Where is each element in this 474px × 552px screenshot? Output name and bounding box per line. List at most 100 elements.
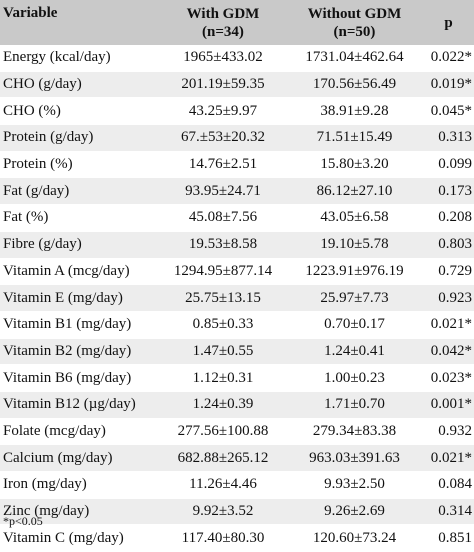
- cell-variable: Energy (kcal/day): [0, 45, 160, 72]
- header-without-gdm-n: (n=50): [333, 23, 376, 40]
- cell-p: 0.932: [423, 418, 474, 446]
- table-row: Protein (%) 14.76±2.51 15.80±3.20 0.099: [0, 151, 474, 179]
- cell-variable: Zinc (mg/day): [0, 498, 160, 526]
- cell-with-gdm: 682.88±265.12: [160, 444, 286, 472]
- cell-without-gdm: 43.05±6.58: [286, 204, 423, 232]
- cell-with-gdm: 19.53±8.58: [160, 231, 286, 259]
- cell-variable: Iron (mg/day): [0, 471, 160, 499]
- cell-without-gdm: 19.10±5.78: [286, 231, 423, 259]
- cell-without-gdm: 1731.04±462.64: [286, 45, 423, 72]
- cell-with-gdm: 1294.95±877.14: [160, 258, 286, 286]
- cell-without-gdm: 86.12±27.10: [286, 177, 423, 206]
- cell-p: 0.023*: [423, 364, 474, 392]
- cell-with-gdm: 277.56±100.88: [160, 418, 286, 446]
- cell-p: 0.084: [423, 471, 474, 499]
- cell-variable: Vitamin B6 (mg/day): [0, 364, 160, 392]
- table-row: Vitamin E (mg/day) 25.75±13.15 25.97±7.73 0…: [0, 284, 474, 312]
- cell-variable: CHO (%): [0, 97, 160, 126]
- cell-without-gdm: 1.00±0.23: [286, 364, 423, 392]
- cell-without-gdm: 25.97±7.73: [286, 284, 423, 312]
- table-row: Folate (mcg/day) 277.56±100.88 279.34±83.3…: [0, 418, 474, 446]
- cell-without-gdm: 963.03±391.63: [286, 444, 423, 472]
- table-row: Vitamin B12 (µg/day) 1.24±0.39 1.71±0.70 0.…: [0, 391, 474, 419]
- cell-p: 0.042*: [423, 338, 474, 366]
- cell-p: 0.729: [423, 258, 474, 286]
- cell-p: 0.803: [423, 231, 474, 259]
- cell-with-gdm: 67.±53±20.32: [160, 124, 286, 152]
- table-row: Fat (%) 45.08±7.56 43.05±6.58 0.208: [0, 204, 474, 232]
- header-without-gdm-label: Without GDM: [307, 5, 402, 22]
- cell-variable: Protein (g/day): [0, 124, 160, 152]
- cell-variable: Vitamin A (mcg/day): [0, 258, 160, 286]
- cell-without-gdm: 279.34±83.38: [286, 418, 423, 446]
- table-row: Vitamin C (mg/day) 117.40±80.30 120.60±73.…: [0, 524, 474, 552]
- cell-p: 0.923: [423, 284, 474, 312]
- cell-with-gdm: 1965±433.02: [160, 45, 286, 72]
- table-row: Calcium (mg/day) 682.88±265.12 963.03±391.…: [0, 444, 474, 472]
- cell-without-gdm: 1223.91±976.19: [286, 258, 423, 286]
- table-row: Energy (kcal/day) 1965±433.02 1731.04±462.…: [0, 45, 474, 72]
- cell-p: 0.001*: [423, 391, 474, 419]
- cell-with-gdm: 9.92±3.52: [160, 498, 286, 526]
- cell-with-gdm: 43.25±9.97: [160, 97, 286, 126]
- cell-without-gdm: 170.56±56.49: [286, 71, 423, 99]
- header-with-gdm: With GDM (n=34): [160, 0, 286, 45]
- cell-with-gdm: 45.08±7.56: [160, 204, 286, 232]
- cell-with-gdm: 1.24±0.39: [160, 391, 286, 419]
- cell-without-gdm: 9.93±2.50: [286, 471, 423, 499]
- cell-p: 0.314: [423, 498, 474, 526]
- cell-with-gdm: 201.19±59.35: [160, 71, 286, 99]
- cell-variable: Fat (%): [0, 204, 160, 232]
- header-without-gdm: Without GDM (n=50): [286, 0, 423, 45]
- cell-with-gdm: 1.12±0.31: [160, 364, 286, 392]
- table-row: CHO (g/day) 201.19±59.35 170.56±56.49 0.019…: [0, 71, 474, 99]
- cell-with-gdm: 117.40±80.30: [160, 524, 286, 552]
- cell-without-gdm: 1.24±0.41: [286, 338, 423, 366]
- cell-with-gdm: 93.95±24.71: [160, 177, 286, 206]
- table-row: Fibre (g/day) 19.53±8.58 19.10±5.78 0.803: [0, 231, 474, 259]
- cell-variable: Vitamin B2 (mg/day): [0, 338, 160, 366]
- table-row: CHO (%) 43.25±9.97 38.91±9.28 0.045*: [0, 97, 474, 126]
- cell-variable: Calcium (mg/day): [0, 444, 160, 472]
- table-header-row: Variable With GDM (n=34) Without GDM (n=…: [0, 0, 474, 45]
- cell-with-gdm: 0.85±0.33: [160, 311, 286, 339]
- header-with-gdm-label: With GDM: [186, 5, 260, 22]
- cell-without-gdm: 120.60±73.24: [286, 524, 423, 552]
- cell-without-gdm: 0.70±0.17: [286, 311, 423, 339]
- table-body: Energy (kcal/day) 1965±433.02 1731.04±462.…: [0, 45, 474, 552]
- cell-variable: Folate (mcg/day): [0, 418, 160, 446]
- cell-p: 0.021*: [423, 444, 474, 472]
- table-row: Protein (g/day) 67.±53±20.32 71.51±15.49 0.…: [0, 124, 474, 152]
- cell-p: 0.022*: [423, 45, 474, 72]
- cell-without-gdm: 9.26±2.69: [286, 498, 423, 526]
- header-variable: Variable: [0, 0, 160, 45]
- header-p: p: [423, 0, 474, 45]
- table-row: Fat (g/day) 93.95±24.71 86.12±27.10 0.173: [0, 177, 474, 206]
- cell-p: 0.019*: [423, 71, 474, 99]
- table-row: Vitamin B1 (mg/day) 0.85±0.33 0.70±0.17 0.0…: [0, 311, 474, 339]
- cell-without-gdm: 71.51±15.49: [286, 124, 423, 152]
- cell-p: 0.021*: [423, 311, 474, 339]
- cell-variable: Vitamin B1 (mg/day): [0, 311, 160, 339]
- cell-p: 0.173: [423, 177, 474, 206]
- cell-with-gdm: 11.26±4.46: [160, 471, 286, 499]
- cell-with-gdm: 14.76±2.51: [160, 151, 286, 179]
- table-row: Vitamin B2 (mg/day) 1.47±0.55 1.24±0.41 0.0…: [0, 338, 474, 366]
- cell-p: 0.099: [423, 151, 474, 179]
- cell-with-gdm: 25.75±13.15: [160, 284, 286, 312]
- table-row: Vitamin B6 (mg/day) 1.12±0.31 1.00±0.23 0.0…: [0, 364, 474, 392]
- cell-with-gdm: 1.47±0.55: [160, 338, 286, 366]
- cell-without-gdm: 1.71±0.70: [286, 391, 423, 419]
- cell-variable: Fibre (g/day): [0, 231, 160, 259]
- footnote: *p<0.05: [3, 514, 43, 528]
- table-row: Iron (mg/day) 11.26±4.46 9.93±2.50 0.084: [0, 471, 474, 499]
- cell-p: 0.045*: [423, 97, 474, 126]
- cell-without-gdm: 38.91±9.28: [286, 97, 423, 126]
- cell-variable: Protein (%): [0, 151, 160, 179]
- table-row: Vitamin A (mcg/day) 1294.95±877.14 1223.91…: [0, 258, 474, 286]
- cell-variable: CHO (g/day): [0, 71, 160, 99]
- cell-p: 0.313: [423, 124, 474, 152]
- header-with-gdm-n: (n=34): [202, 23, 244, 40]
- cell-variable: Fat (g/day): [0, 177, 160, 206]
